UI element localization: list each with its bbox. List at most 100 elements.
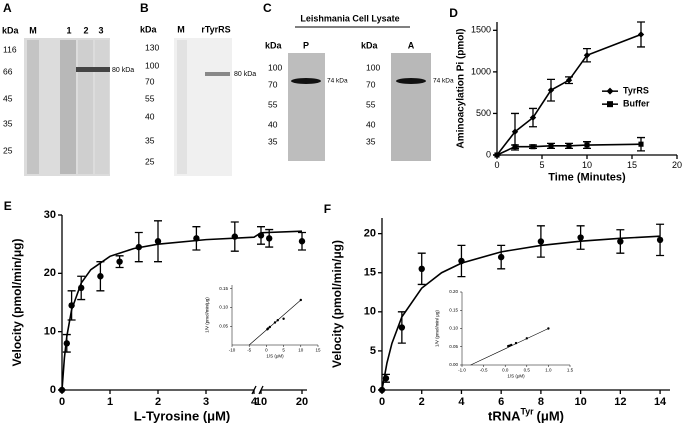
x-axis-label-text: 1/S (μM): [266, 353, 284, 358]
legend-label: TyrRS: [623, 86, 649, 96]
lane-label: A: [408, 40, 415, 50]
y-axis-label: 1/V (pmol/min/ μg): [434, 310, 439, 347]
blot-panel-c: C Leishmania Cell Lysate kDa P 100 70 55…: [263, 1, 454, 161]
marker-label: 35: [366, 136, 376, 146]
y-tick-label: 20: [44, 267, 56, 279]
lane-label: M: [177, 24, 185, 34]
y-tick-label: 0.00: [449, 362, 458, 367]
data-point: [530, 144, 536, 150]
lane: [27, 40, 39, 174]
marker-label: 40: [366, 119, 376, 129]
band: [205, 72, 230, 76]
unit-label: kDa: [265, 40, 283, 50]
band: [291, 78, 321, 84]
y-axis-label: Velocity (pmol/min/μg): [10, 238, 24, 366]
x-tick-label: 3: [203, 396, 209, 408]
y-tick-label: 15: [364, 267, 376, 279]
marker-label: 70: [145, 76, 155, 86]
data-point: [282, 317, 285, 320]
x-axis-label-unit: (μM): [537, 409, 564, 424]
y-axis-label: Velocity (pmol/min/μg): [330, 240, 344, 368]
panel-label: C: [263, 1, 272, 15]
series-line: [470, 328, 549, 366]
x-tick-label: 0: [494, 160, 499, 170]
y-tick-label: 0: [486, 149, 491, 159]
chart: 0 2 4 6 8 10 12 14 0 5 10 15 20 tRNATyr (μM) Velocity (…: [324, 202, 670, 424]
y-tick-label: 1000: [471, 66, 491, 76]
marker-label: 35: [3, 118, 13, 128]
x-tick-label: 15: [315, 348, 321, 353]
lane-label: P: [303, 40, 309, 50]
legend-marker: [606, 87, 614, 95]
data-point: [511, 128, 519, 135]
panel-label: E: [4, 199, 12, 213]
x-tick-label: 10: [255, 396, 267, 408]
blot: [288, 53, 325, 161]
y-tick-label: 0.15: [449, 307, 458, 312]
lane-label: M: [29, 25, 37, 35]
lane-label: 3: [98, 25, 103, 35]
y-tick-label: 0.10: [449, 326, 458, 331]
y-tick-label: 1500: [471, 25, 491, 35]
unit-label: kDa: [2, 25, 20, 35]
marker-label: 35: [268, 136, 278, 146]
series-line: [249, 299, 301, 346]
x-tick-label: -1.0: [458, 368, 466, 373]
x-axis-label: tRNATyr (μM): [488, 407, 564, 424]
x-tick-label: 10: [574, 396, 586, 408]
marker-label: 25: [145, 156, 155, 166]
x-axis-label-text: tRNA: [488, 409, 521, 424]
x-tick-label: -5: [247, 348, 251, 353]
series-line: [61, 230, 303, 391]
data-point: [656, 236, 664, 244]
y-tick-label: 30: [44, 209, 56, 221]
data-point: [548, 143, 554, 149]
x-tick-label: 0: [265, 348, 268, 353]
x-axis-label-text: L-Tyrosine (μM): [134, 409, 231, 424]
lane: [95, 40, 109, 174]
x-tick-label: 10: [582, 160, 592, 170]
band-label: 74 kDa: [433, 78, 454, 85]
marker-label: 100: [366, 62, 380, 72]
legend-marker: [607, 101, 613, 108]
band-label: 80 kDa: [112, 67, 134, 74]
x-tick-label: 5: [282, 348, 285, 353]
panel-label: B: [140, 1, 149, 15]
data-point: [584, 142, 590, 148]
x-axis-label-text: 1/S (μM): [507, 373, 525, 378]
x-tick-label: 0: [379, 396, 385, 408]
marker-label: 116: [3, 44, 17, 54]
x-tick-label: 4: [458, 396, 465, 408]
y-tick-label: 0: [50, 384, 56, 396]
x-axis-label-sup: Tyr: [521, 407, 535, 417]
blot-title: Leishmania Cell Lysate: [300, 13, 399, 23]
y-axis-label: Aminoacylation Pi (pmol): [456, 28, 467, 148]
x-axis-label: L-Tyrosine (μM): [134, 409, 231, 424]
panel-label: F: [324, 202, 331, 216]
chart: -1.0 -0.5 0.0 0.5 1.0 1.5 0.00 0.05 0.10 0.15 0.20…: [434, 289, 573, 378]
marker-label: 55: [145, 93, 155, 103]
legend-label: Buffer: [623, 99, 650, 109]
data-point: [547, 86, 555, 94]
band-label: 80 kDa: [234, 71, 256, 78]
data-point: [398, 324, 406, 331]
x-tick-label: 1.0: [545, 368, 552, 373]
x-tick-label: 20: [672, 160, 682, 170]
series-line: [381, 235, 661, 391]
unit-label: kDa: [140, 24, 158, 34]
y-tick-label: 10: [44, 326, 56, 338]
x-axis-label: 1/S (μM): [266, 353, 284, 358]
y-tick-label: 10: [364, 306, 376, 318]
y-tick-label: 20: [364, 228, 376, 240]
y-tick-label: 0.05: [219, 323, 228, 328]
x-tick-label: 1: [107, 396, 113, 408]
x-tick-label: 8: [538, 396, 544, 408]
x-tick-label: 10: [298, 348, 304, 353]
y-tick-label: 500: [476, 108, 491, 118]
x-tick-label: 12: [614, 396, 626, 408]
x-tick-label: 20: [296, 396, 308, 408]
marker-label: 66: [3, 66, 13, 76]
data-point: [266, 235, 273, 242]
lane-label: 1: [66, 25, 71, 35]
data-point: [617, 238, 624, 245]
